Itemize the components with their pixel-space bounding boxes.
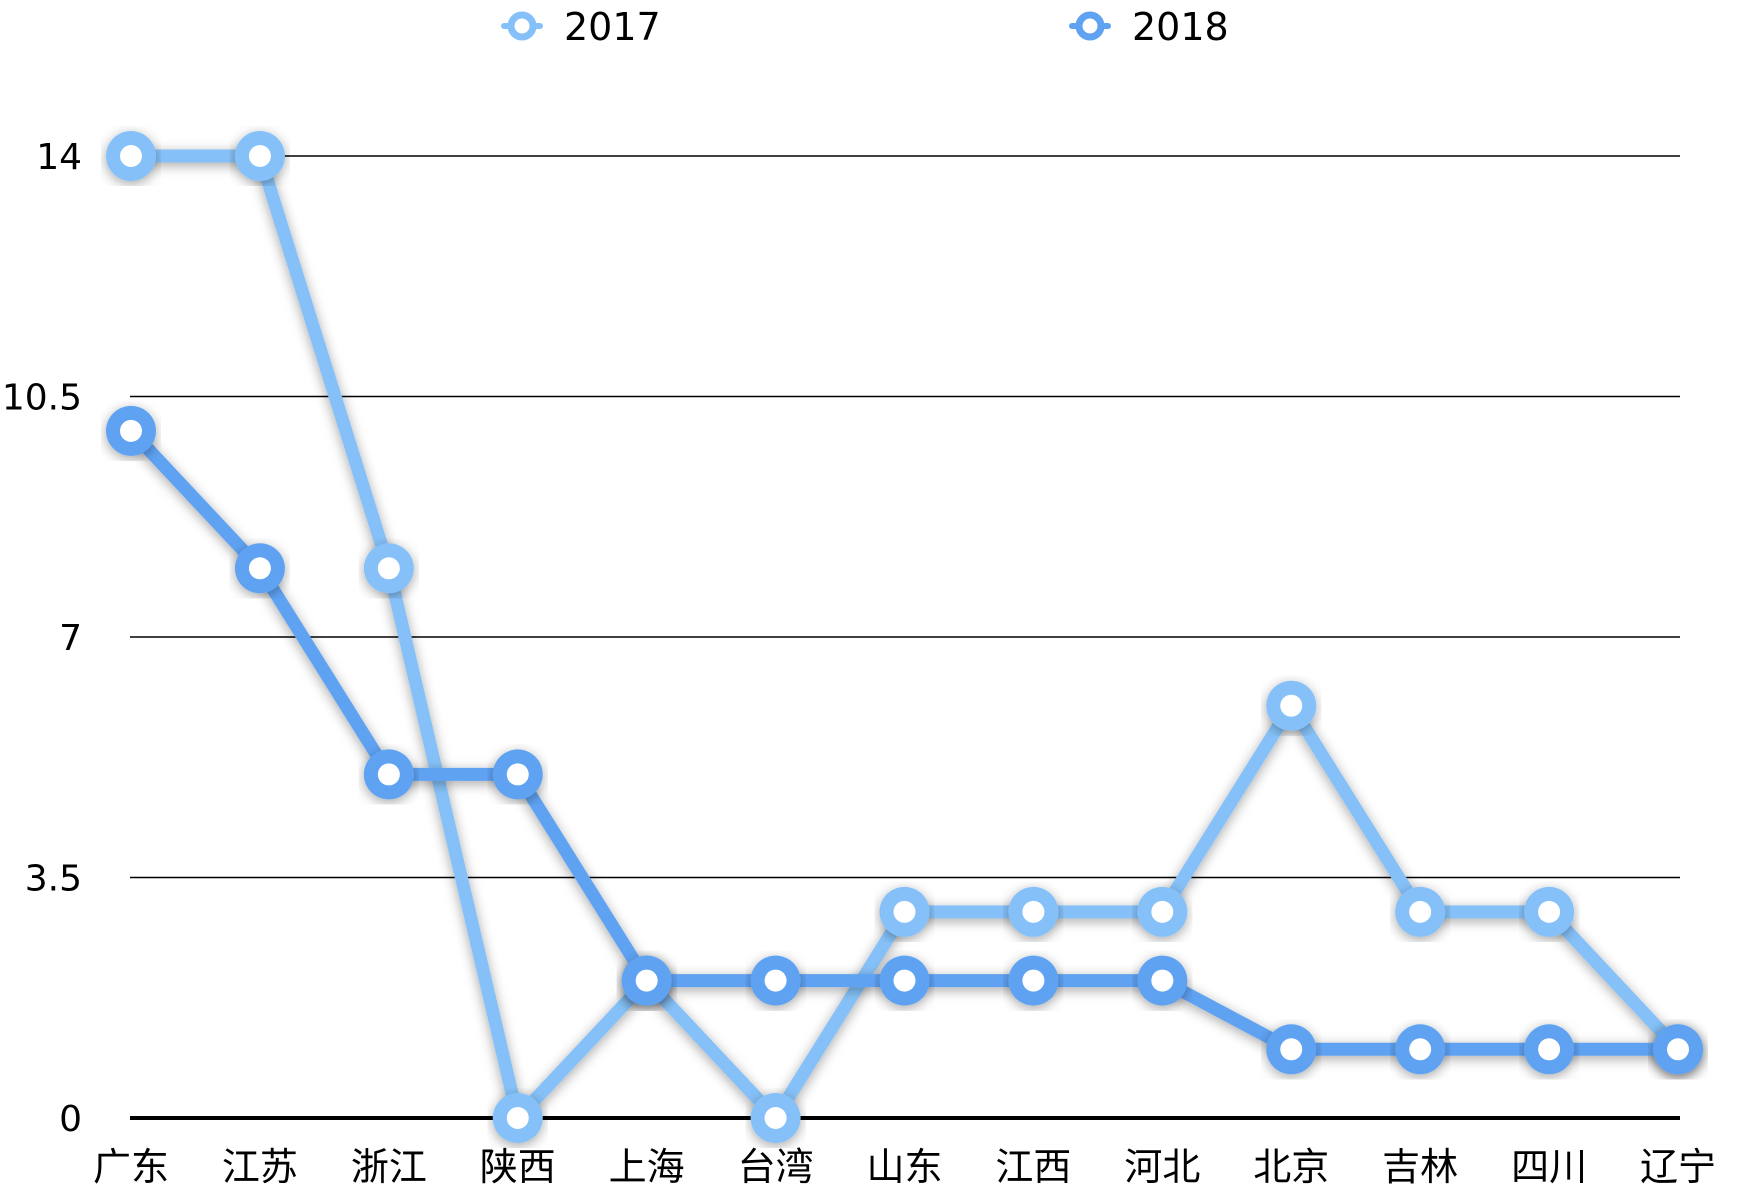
data-point-center: [1538, 1038, 1561, 1061]
series-layer: [106, 131, 1703, 1143]
data-point-center: [635, 969, 658, 992]
x-tick-label: 江苏: [222, 1145, 298, 1187]
data-point-center: [764, 1107, 787, 1129]
data-point-center: [893, 900, 916, 923]
data-point-center: [377, 557, 400, 580]
data-point-center: [1151, 969, 1174, 992]
x-tick-label: 辽宁: [1640, 1145, 1716, 1187]
data-point-center: [1280, 1038, 1303, 1061]
x-tick-label: 北京: [1253, 1145, 1329, 1187]
y-tick-label: 0: [59, 1099, 82, 1140]
legend: 2017 2018: [501, 5, 1229, 49]
x-tick-label: 台湾: [738, 1145, 814, 1187]
data-point-center: [764, 969, 787, 992]
x-tick-label: 四川: [1511, 1145, 1587, 1187]
legend-label: 2017: [564, 5, 661, 49]
legend-item-2017: 2017: [501, 5, 661, 49]
data-point-center: [377, 763, 400, 786]
x-axis: 广东 江苏 浙江 陕西 上海 台湾 山东 江西 河北 北京 吉林 四川 辽宁: [93, 1145, 1716, 1189]
data-point-center: [893, 969, 916, 992]
y-tick-label: 7: [59, 618, 82, 659]
x-tick-label: 浙江: [351, 1145, 427, 1187]
data-point-center: [248, 145, 271, 167]
y-tick-label: 14: [36, 137, 82, 178]
x-tick-label: 陕西: [480, 1145, 556, 1187]
series-2018: [106, 405, 1703, 1075]
data-point-center: [1667, 1038, 1689, 1061]
y-tick-label: 3.5: [25, 859, 82, 900]
data-point-center: [1022, 969, 1045, 992]
x-tick-label: 江西: [995, 1145, 1071, 1187]
x-tick-label: 广东: [93, 1145, 169, 1187]
x-tick-label: 吉林: [1382, 1145, 1458, 1187]
x-tick-label: 上海: [609, 1145, 685, 1187]
data-point-center: [1409, 1038, 1432, 1061]
data-point-center: [1022, 900, 1045, 923]
data-point-center: [1538, 900, 1561, 923]
y-tick-label: 10.5: [2, 378, 82, 419]
data-point-center: [120, 419, 142, 442]
x-tick-label: 山东: [866, 1145, 942, 1187]
y-axis: 0 3.5 7 10.5 14: [2, 137, 82, 1140]
grid: [130, 155, 1680, 1120]
legend-item-2018: 2018: [1069, 5, 1229, 49]
data-point-center: [506, 1107, 529, 1129]
data-point-center: [506, 763, 529, 786]
legend-swatch-marker: [507, 11, 537, 41]
data-point-center: [1280, 694, 1303, 717]
data-point-center: [120, 145, 142, 167]
data-point-center: [1151, 900, 1174, 923]
x-tick-label: 河北: [1124, 1145, 1200, 1187]
data-point-center: [1409, 900, 1432, 923]
legend-label: 2018: [1132, 5, 1229, 49]
data-point-center: [248, 557, 271, 580]
legend-swatch-marker: [1075, 11, 1105, 41]
